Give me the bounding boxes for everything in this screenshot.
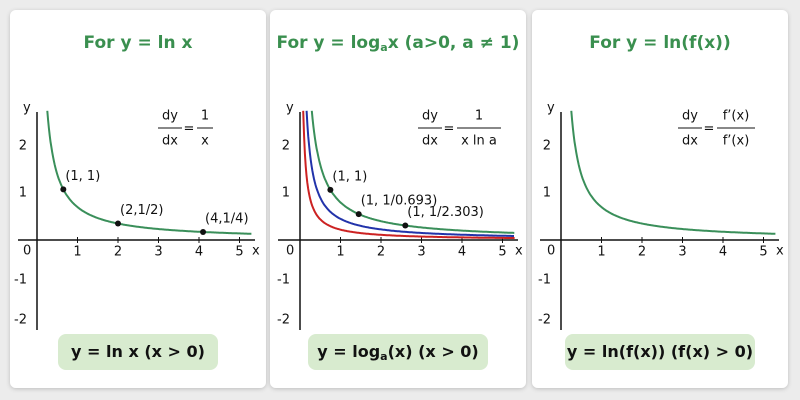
y-tick-label: -2 [277, 312, 290, 327]
formula: y = ln x (x > 0) [71, 342, 205, 361]
panel-title: For y = ln x [84, 33, 193, 53]
x-tick-label: 3 [417, 245, 425, 260]
deriv-eq: = [704, 122, 715, 137]
y-tick-label: -1 [538, 272, 551, 287]
deriv-eq: = [444, 122, 455, 137]
formula: y = loga(x) (x > 0) [317, 342, 478, 364]
formula-part: y = log [317, 342, 380, 361]
y-axis-label: y [547, 101, 555, 116]
panel-title-part: For y = log [277, 33, 381, 53]
rhs-num: 1 [475, 109, 483, 124]
x-tick-label: 3 [154, 245, 162, 260]
point [355, 211, 362, 218]
deriv-den: dx [422, 134, 438, 149]
point-label: (1, 1/2.303) [407, 205, 484, 220]
formula-box [565, 334, 755, 370]
x-tick-label: 1 [597, 245, 605, 260]
deriv-num: dy [162, 109, 178, 124]
formula-part: y = ln(f(x)) (f(x) > 0) [567, 342, 753, 361]
x-axis-label: x [776, 244, 784, 259]
rhs-den: f’(x) [723, 134, 750, 149]
panel-title-part: For y = ln x [84, 33, 193, 53]
x-tick-label: 1 [73, 245, 81, 260]
rhs-num: f’(x) [723, 109, 750, 124]
point [327, 186, 334, 193]
y-tick-label: -1 [14, 272, 27, 287]
y-tick-label: 1 [19, 186, 27, 201]
x-tick-label: 1 [336, 245, 344, 260]
x-axis-label: x [515, 244, 523, 259]
x-tick-label: 5 [498, 245, 506, 260]
point [200, 228, 207, 235]
point-label: (4,1/4) [205, 211, 248, 226]
panel-card [270, 10, 526, 388]
formula-part: a [380, 350, 387, 363]
point-label: (2,1/2) [120, 203, 163, 218]
curve [46, 110, 252, 235]
panel-card [532, 10, 788, 388]
formula-box [58, 334, 218, 370]
curve [305, 110, 514, 237]
point [60, 186, 67, 193]
rhs-num: 1 [201, 109, 209, 124]
y-axis-label: y [286, 101, 294, 116]
deriv-den: dx [682, 134, 698, 149]
y-tick-label: 2 [282, 139, 290, 154]
x-tick-label: 3 [678, 245, 686, 260]
deriv-num: dy [422, 109, 438, 124]
y-tick-label: 2 [543, 139, 551, 154]
point-label: (1, 1) [332, 169, 367, 184]
point [115, 220, 121, 227]
point [402, 222, 409, 229]
y-tick-label: 1 [543, 186, 551, 201]
formula: y = ln(f(x)) (f(x) > 0) [567, 342, 753, 361]
y-tick-label: -1 [277, 272, 290, 287]
y-tick-label: -2 [538, 312, 551, 327]
point-label: (1, 1) [65, 169, 100, 184]
x-tick-label: 2 [638, 245, 646, 260]
origin-label: 0 [23, 244, 31, 259]
x-tick-label: 5 [759, 245, 767, 260]
panel-card [10, 10, 266, 388]
deriv-num: dy [682, 109, 698, 124]
panel-title: For y = logax (a>0, a ≠ 1) [277, 33, 520, 54]
x-tick-label: 4 [195, 245, 203, 260]
formula-part: y = ln x (x > 0) [71, 342, 205, 361]
x-tick-label: 2 [377, 245, 385, 260]
formula-box [308, 334, 488, 370]
panel-title-part: x (a>0, a ≠ 1) [388, 33, 520, 53]
rhs-den: x ln a [461, 134, 497, 149]
formula-part: (x) (x > 0) [388, 342, 479, 361]
origin-label: 0 [286, 244, 294, 259]
x-tick-label: 2 [114, 245, 122, 260]
rhs-den: x [201, 134, 209, 149]
panel-title-part: For y = ln(f(x)) [589, 33, 730, 53]
y-tick-label: 1 [282, 186, 290, 201]
deriv-eq: = [184, 122, 195, 137]
x-tick-label: 5 [235, 245, 243, 260]
panel-title-part: a [380, 41, 387, 54]
x-tick-label: 4 [719, 245, 727, 260]
curve [310, 110, 515, 234]
curve [302, 110, 515, 239]
x-axis-label: x [252, 244, 260, 259]
deriv-den: dx [162, 134, 178, 149]
y-axis-label: y [23, 101, 31, 116]
origin-label: 0 [547, 244, 555, 259]
curve [570, 110, 776, 235]
point-label: (1, 1/0.693) [361, 194, 438, 209]
y-tick-label: -2 [14, 312, 27, 327]
x-tick-label: 4 [458, 245, 466, 260]
panel-title: For y = ln(f(x)) [589, 33, 730, 53]
y-tick-label: 2 [19, 139, 27, 154]
